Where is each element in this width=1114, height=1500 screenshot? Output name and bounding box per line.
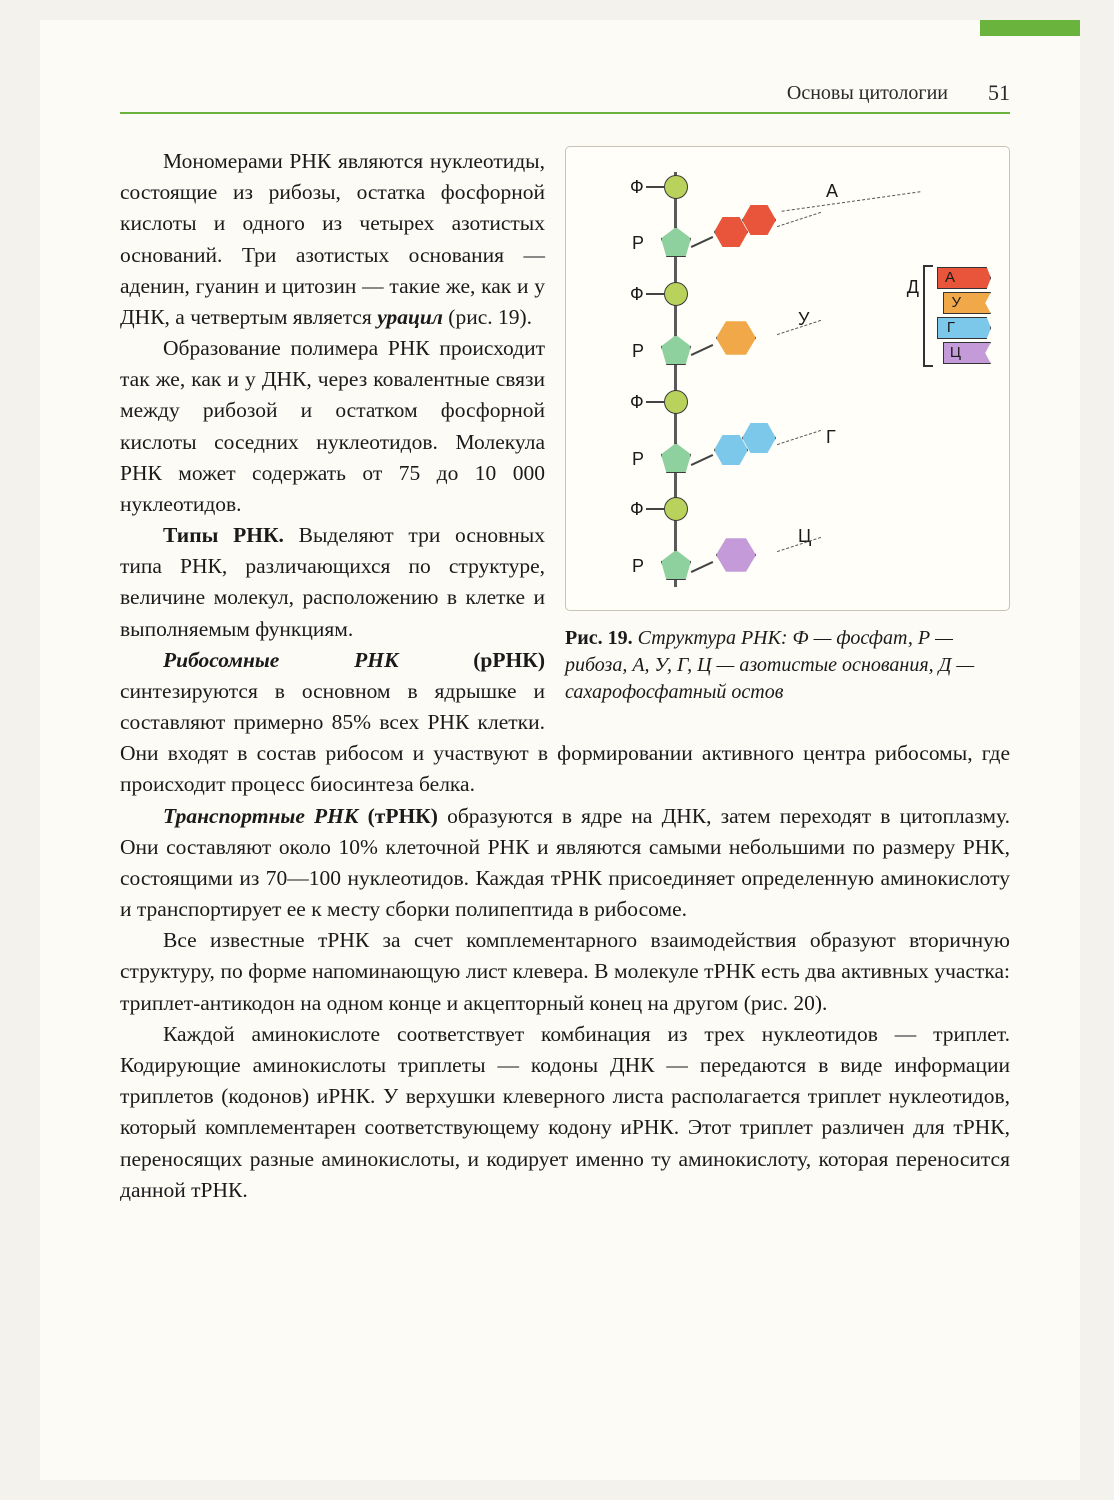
base-connector (691, 236, 714, 248)
ribose-icon (661, 335, 691, 365)
base-ring (716, 319, 756, 357)
legend-label: Ц (950, 344, 961, 361)
base-ring (716, 536, 756, 574)
caption-label: Рис. 19. (565, 627, 633, 649)
label-phosphate: Ф (630, 177, 644, 198)
label-ribose: Р (632, 233, 644, 254)
header-tab (980, 20, 1080, 36)
p1-b: (рис. 19). (443, 305, 532, 329)
content: Д АУГЦ ФРФРФРФРAУГЦ Рис. 19. Структура Р… (120, 146, 1010, 1206)
base-connector (691, 454, 714, 466)
label-base: Г (826, 427, 836, 448)
legend-label: У (951, 294, 961, 311)
label-base: A (826, 181, 838, 202)
page-header: Основы цитологии 51 (120, 80, 1010, 106)
p5-bi: Транспортные РНК (163, 804, 358, 828)
dashed-leader (777, 430, 821, 445)
label-phosphate: Ф (630, 499, 644, 520)
paragraph-5: Транспортные РНК (тРНК) образуются в ядр… (120, 801, 1010, 926)
p5-b: (тРНК) (358, 804, 437, 828)
label-phosphate: Ф (630, 392, 644, 413)
p3-bold: Типы РНК. (163, 523, 284, 547)
label-D: Д (907, 277, 919, 298)
label-phosphate: Ф (630, 284, 644, 305)
legend-item (943, 292, 991, 314)
phosphate-icon (664, 497, 688, 521)
phosphate-icon (664, 390, 688, 414)
label-ribose: Р (632, 449, 644, 470)
connector (646, 508, 664, 510)
legend-label: А (945, 269, 955, 286)
dashed-leader-long (782, 191, 921, 211)
base-connector (691, 561, 714, 573)
connector (646, 186, 664, 188)
base-legend-block: АУГЦ (937, 267, 991, 367)
page: Основы цитологии 51 Д АУГЦ ФРФРФРФРAУГЦ … (40, 20, 1080, 1480)
label-ribose: Р (632, 341, 644, 362)
legend-label: Г (947, 319, 955, 336)
legend-item (937, 317, 991, 339)
p1-italic: урацил (377, 305, 443, 329)
figure-box: Д АУГЦ ФРФРФРФРAУГЦ (565, 146, 1010, 611)
connector (646, 293, 664, 295)
p4-b: (рРНК) (399, 648, 545, 672)
p1-a: Мономерами РНК являются нуклеотиды, сост… (120, 149, 545, 329)
figure-caption: Рис. 19. Структура РНК: Ф — фосфат, Р — … (565, 625, 1010, 706)
paragraph-6: Все известные тРНК за счет комплементарн… (120, 925, 1010, 1019)
p4-bi: Рибосомные РНК (163, 648, 399, 672)
header-rule (120, 112, 1010, 114)
ribose-icon (661, 227, 691, 257)
page-number: 51 (988, 80, 1010, 106)
section-title: Основы цитологии (787, 82, 948, 105)
phosphate-icon (664, 175, 688, 199)
d-bracket (923, 265, 933, 367)
connector (646, 401, 664, 403)
phosphate-icon (664, 282, 688, 306)
paragraph-7: Каждой аминокислоте соответствует комбин… (120, 1019, 1010, 1206)
ribose-icon (661, 443, 691, 473)
ribose-icon (661, 550, 691, 580)
figure-19: Д АУГЦ ФРФРФРФРAУГЦ Рис. 19. Структура Р… (565, 146, 1010, 706)
dashed-leader (777, 212, 821, 227)
label-ribose: Р (632, 556, 644, 577)
base-connector (691, 344, 714, 356)
